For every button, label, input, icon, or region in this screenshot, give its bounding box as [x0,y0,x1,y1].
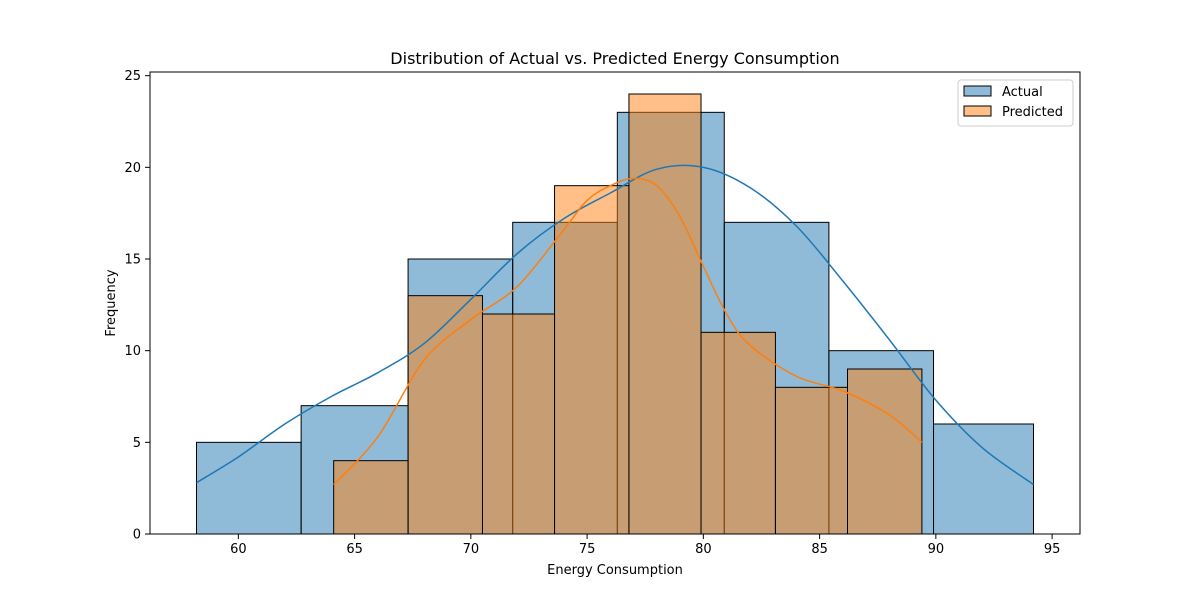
y-tick-label: 0 [133,528,141,543]
legend-swatch-predicted [963,105,992,117]
y-axis-label: Frequency [104,269,119,336]
y-tick-label: 10 [124,344,141,359]
x-tick-label: 60 [230,542,247,557]
x-tick-label: 95 [1044,542,1061,557]
y-axis-ticks: 0 5 10 15 20 25 [124,69,150,543]
y-tick-label: 15 [124,253,141,268]
x-tick-label: 85 [811,542,828,557]
x-tick-label: 75 [579,542,596,557]
y-tick-label: 20 [124,161,141,176]
x-axis-label: Energy Consumption [547,563,683,578]
actual-kde-curve [196,164,1034,486]
actual-bar [933,423,1035,535]
plot-frame [149,71,1081,535]
legend-swatch-actual [963,85,992,97]
legend: Actual Predicted [957,79,1074,127]
predicted-bar [333,460,409,535]
y-tick-label: 25 [124,69,141,84]
predicted-bar [847,368,923,535]
predicted-bar [700,331,776,535]
histogram-bars [196,93,1035,535]
x-axis-ticks: 60 65 70 75 80 85 90 95 [230,534,1060,557]
legend-label-actual: Actual [1002,85,1043,100]
predicted-bar [481,313,556,535]
y-tick-label: 5 [133,436,141,451]
actual-bar [196,441,302,535]
x-tick-label: 65 [346,542,363,557]
chart-title: Distribution of Actual vs. Predicted Ene… [390,49,839,68]
predicted-kde-curve [333,177,923,486]
predicted-bar [554,185,630,535]
legend-label-predicted: Predicted [1002,105,1063,120]
predicted-bar [774,386,848,535]
x-tick-label: 90 [928,542,945,557]
x-tick-label: 80 [695,542,712,557]
kde-curves [196,164,1034,486]
predicted-bar [628,93,702,535]
x-tick-label: 70 [463,542,480,557]
predicted-bar [407,295,483,535]
